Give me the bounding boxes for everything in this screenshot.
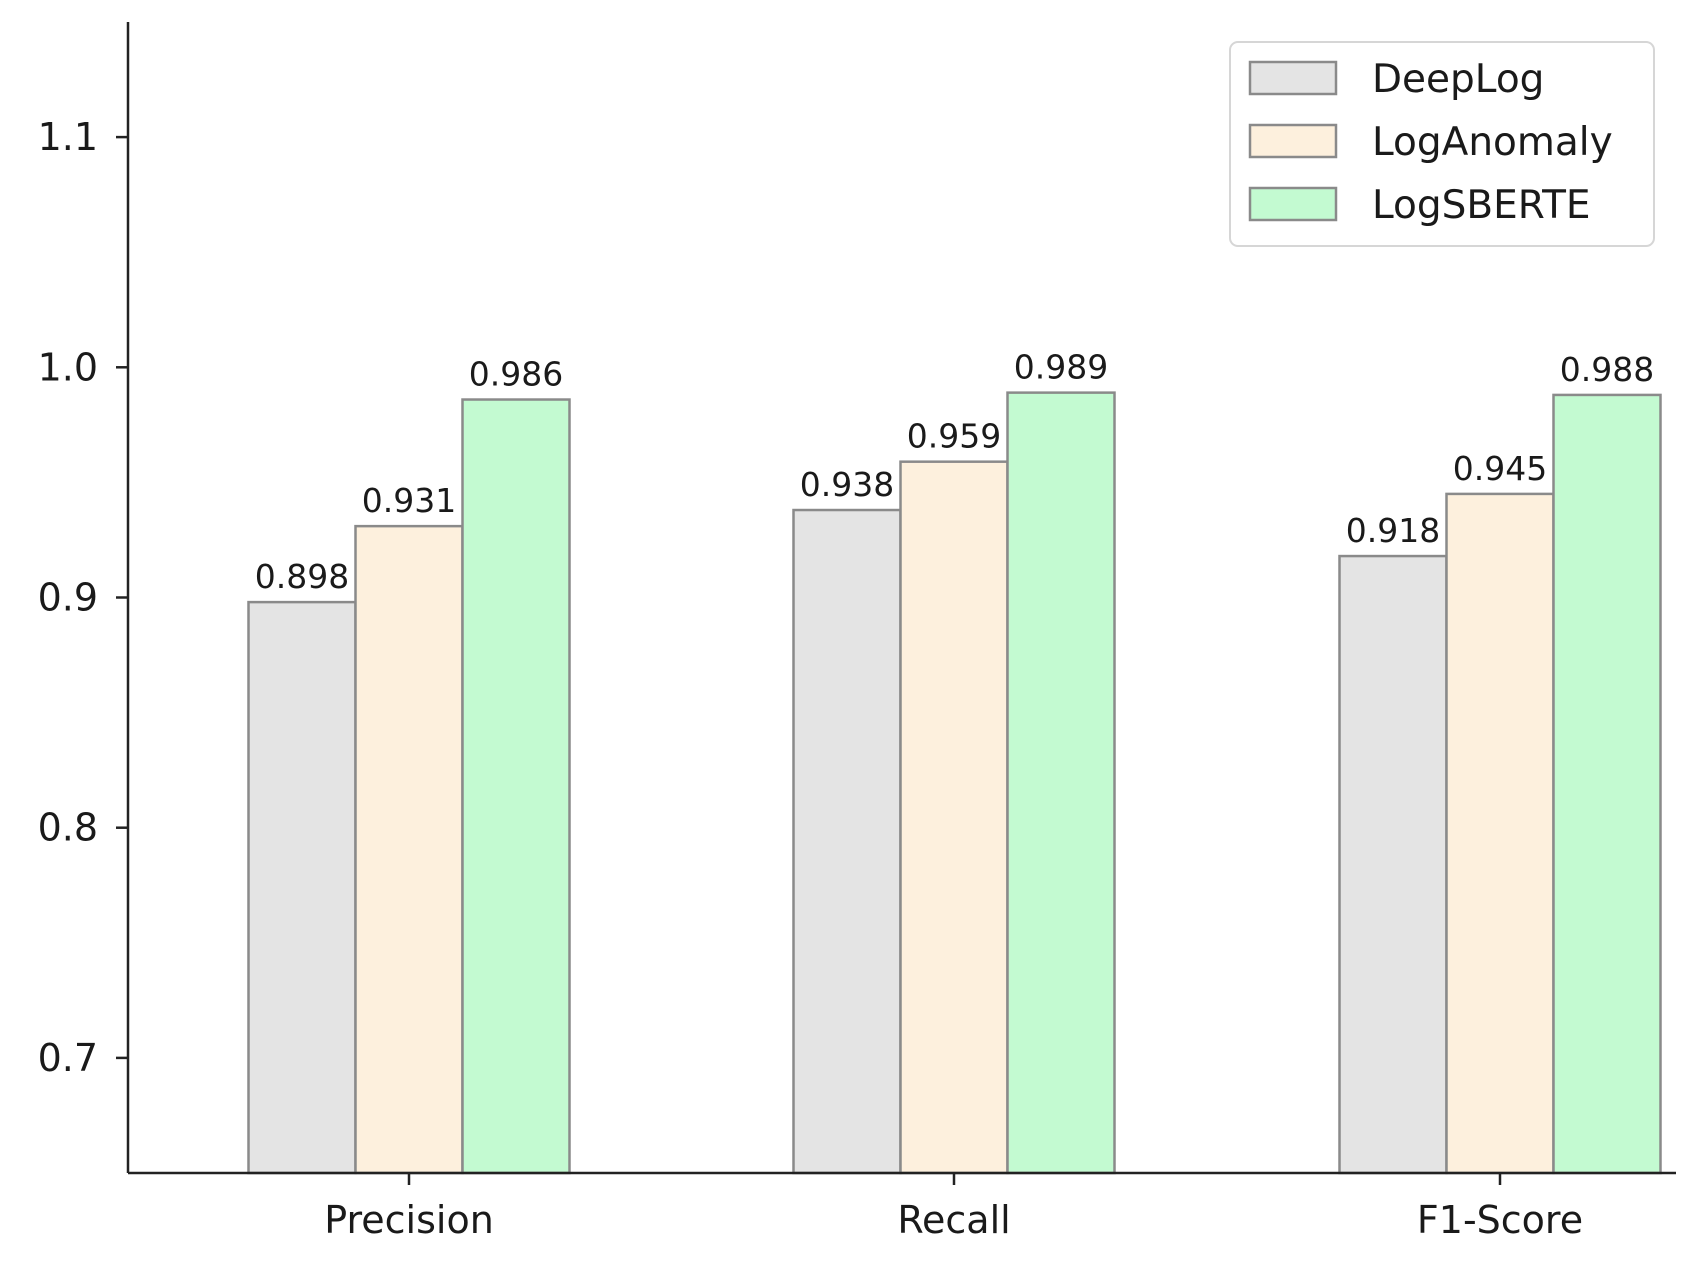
legend-swatch-loganomaly — [1248, 123, 1338, 159]
x-tick-label: F1-Score — [1417, 1198, 1583, 1242]
bar-deeplog-recall — [792, 508, 902, 1175]
y-tick-label: 1.1 — [38, 115, 98, 159]
bar-logsberte-f1-score — [1552, 393, 1662, 1175]
legend-swatch-logsberte — [1248, 186, 1338, 222]
y-tick-label: 0.9 — [38, 576, 98, 620]
legend-swatch-deeplog — [1248, 60, 1338, 96]
bar-deeplog-f1-score — [1338, 554, 1448, 1175]
bar-loganomaly-precision — [354, 524, 464, 1175]
x-tick-label: Recall — [897, 1198, 1010, 1242]
data-label: 0.959 — [907, 417, 1001, 456]
data-label: 0.989 — [1014, 348, 1108, 387]
bar-logsberte-recall — [1006, 391, 1116, 1175]
data-label: 0.986 — [469, 355, 563, 394]
legend: DeepLog LogAnomaly LogSBERTE — [1229, 41, 1655, 247]
bar-loganomaly-recall — [899, 460, 1009, 1175]
y-tick-label: 1.0 — [38, 345, 98, 389]
bar-deeplog-precision — [247, 600, 357, 1175]
data-label: 0.898 — [255, 557, 349, 596]
data-label: 0.918 — [1346, 511, 1440, 550]
data-label: 0.938 — [800, 465, 894, 504]
legend-label: LogSBERTE — [1372, 183, 1591, 228]
legend-label: LogAnomaly — [1372, 120, 1613, 165]
data-label: 0.988 — [1560, 350, 1654, 389]
x-tick-label: Precision — [324, 1198, 494, 1242]
data-label: 0.931 — [362, 481, 456, 520]
bar-logsberte-precision — [461, 398, 571, 1175]
y-tick-label: 0.7 — [38, 1036, 98, 1080]
bar-loganomaly-f1-score — [1445, 492, 1555, 1175]
data-label: 0.945 — [1453, 449, 1547, 488]
legend-label: DeepLog — [1372, 57, 1544, 102]
y-tick-label: 0.8 — [38, 806, 98, 850]
